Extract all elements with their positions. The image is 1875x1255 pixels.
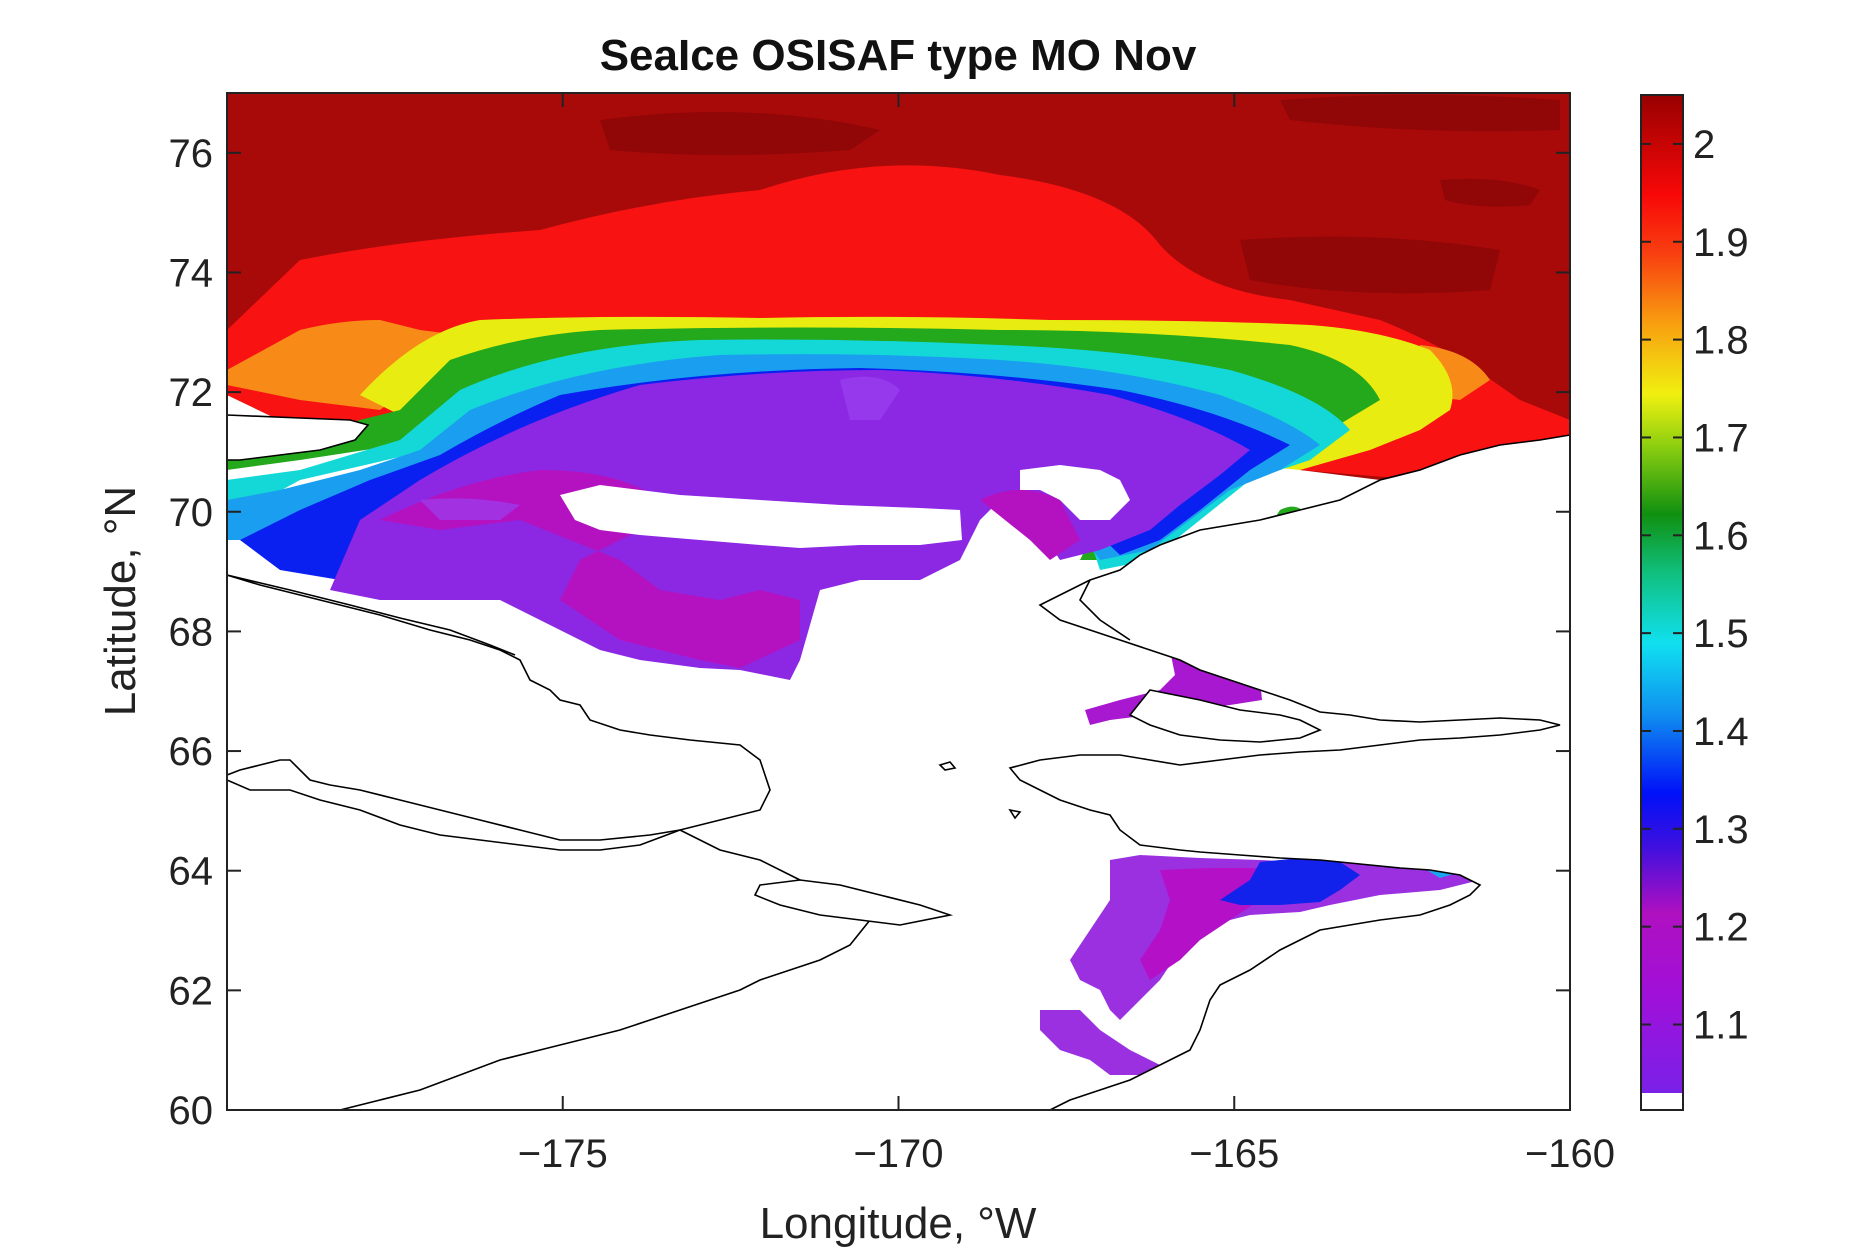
y-tick-label: 72 bbox=[169, 371, 214, 415]
coast-chukotka-north bbox=[227, 574, 516, 656]
x-tick-label: −160 bbox=[1525, 1132, 1615, 1176]
coast-chukotka-east bbox=[227, 779, 872, 1110]
coast-st-lawrence bbox=[753, 879, 954, 926]
colorbar-gradient bbox=[1641, 95, 1683, 1093]
x-axis-label: Longitude, °W bbox=[760, 1199, 1037, 1248]
colorbar-tick-label: 1.9 bbox=[1693, 221, 1749, 265]
x-axis: −175 −170 −165 −160 bbox=[518, 93, 1615, 1176]
colorbar-frame bbox=[1640, 94, 1684, 1111]
coast-alaska-shore bbox=[1079, 579, 1131, 641]
y-tick-label: 76 bbox=[169, 132, 214, 176]
colorbar-tick-label: 1.4 bbox=[1693, 710, 1749, 754]
coastlines bbox=[227, 414, 1570, 1110]
y-tick-label: 62 bbox=[169, 969, 214, 1013]
y-tick-label: 64 bbox=[169, 850, 214, 894]
colorbar-tick-label: 1.5 bbox=[1693, 612, 1749, 656]
y-tick-label: 60 bbox=[169, 1089, 214, 1133]
coast-islands bbox=[938, 761, 1022, 820]
colorbar-tick-label: 1.2 bbox=[1693, 906, 1749, 950]
y-axis-label: Latitude, °N bbox=[96, 486, 145, 716]
colorbar-tick-label: 1.1 bbox=[1693, 1004, 1749, 1048]
x-tick-label: −165 bbox=[1189, 1132, 1279, 1176]
region-ice-edge-orange bbox=[227, 320, 1490, 410]
y-tick-label: 68 bbox=[169, 610, 214, 654]
region-norton-blue bbox=[1220, 858, 1360, 905]
y-axis: 60 62 64 66 68 70 72 74 76 bbox=[169, 132, 1570, 1133]
coast-chukotka bbox=[227, 574, 771, 841]
coast-wrangel bbox=[227, 414, 370, 461]
colorbar-nan-swatch bbox=[1641, 1093, 1683, 1110]
colorbar-tick-label: 1.8 bbox=[1693, 319, 1749, 363]
colorbar-tick-label: 2 bbox=[1693, 123, 1715, 167]
region-no-data-hole bbox=[560, 465, 1130, 548]
colorbar-tick-label: 1.6 bbox=[1693, 514, 1749, 558]
coast-kotzebue-inner bbox=[1128, 689, 1322, 743]
colorbar-tick-label: 1.3 bbox=[1693, 808, 1749, 852]
region-chukchi-magenta bbox=[380, 470, 1080, 668]
colorbar-ticks: 1.1 1.2 1.3 1.4 1.5 1.6 1.7 1.8 1.9 2 bbox=[1641, 123, 1749, 1048]
region-dark-patches bbox=[600, 95, 1560, 294]
y-tick-label: 70 bbox=[169, 491, 214, 535]
coast-details bbox=[227, 574, 1131, 820]
region-purple-light bbox=[420, 376, 900, 520]
chart-title: SeaIce OSISAF type MO Nov bbox=[600, 31, 1197, 80]
x-tick-label: −175 bbox=[518, 1132, 608, 1176]
colorbar-tick-label: 1.7 bbox=[1693, 416, 1749, 460]
y-tick-label: 66 bbox=[169, 730, 214, 774]
coast-alaska-north bbox=[1008, 434, 1570, 1110]
colorbar: 1.1 1.2 1.3 1.4 1.5 1.6 1.7 1.8 1.9 2 bbox=[1640, 94, 1749, 1111]
y-tick-label: 74 bbox=[169, 251, 214, 295]
plot-area bbox=[227, 93, 1570, 1110]
region-norton-sound bbox=[1040, 855, 1480, 1075]
x-tick-label: −170 bbox=[853, 1132, 943, 1176]
